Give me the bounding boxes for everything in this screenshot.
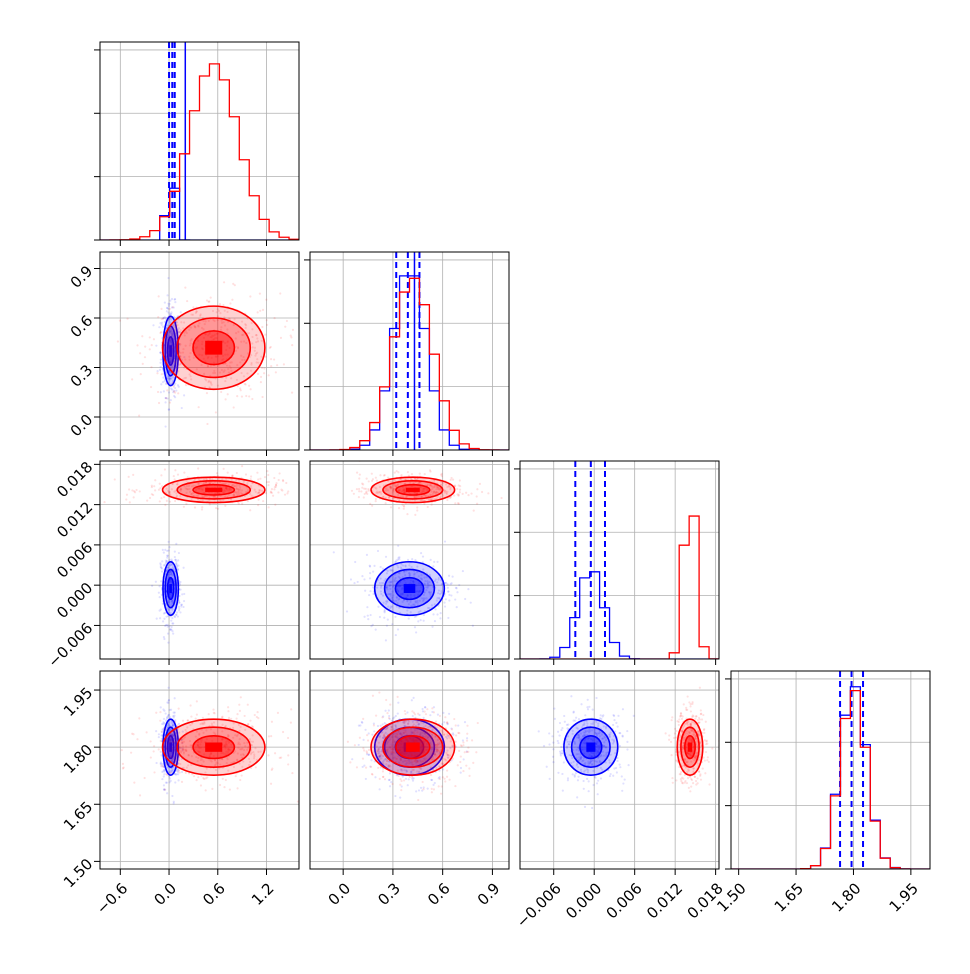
xtick-label-2-1: 0.000: [562, 879, 605, 922]
ytick-label-2-3: 0.012: [53, 498, 96, 541]
ytick-label-1-2: 0.6: [67, 312, 97, 342]
hist-red-3: [731, 691, 930, 869]
panel-3-1-area: [310, 671, 509, 869]
panel-3-2-area: [520, 671, 720, 869]
density-peak-red-3-2: [688, 742, 692, 751]
ytick-label-2-4: 0.018: [53, 458, 96, 501]
density-peak-red-3-0: [205, 742, 222, 751]
panel-0-0: [94, 42, 299, 246]
panel-frame-0-0: [100, 42, 299, 240]
panel-3-1: 0.0 0.3 0.6 0.9: [310, 671, 509, 909]
density-peak-red-2-0: [205, 488, 222, 492]
xtick-label-0-3: 1.2: [248, 879, 278, 909]
panel-2-2-area: [520, 461, 719, 659]
ytick-label-2-2: 0.006: [53, 539, 96, 582]
xtick-label-1-3: 0.9: [474, 879, 504, 909]
ytick-label-2-1: 0.000: [53, 579, 96, 622]
xtick-label-0-0: −0.6: [93, 879, 131, 917]
xtick-label-3-1: 1.65: [771, 879, 807, 915]
ytick-label-1-0: 0.0: [67, 411, 97, 441]
xtick-label-1-0: 0.0: [325, 879, 355, 909]
xtick-label-0-1: 0.0: [151, 879, 181, 909]
ytick-label-1-3: 0.9: [67, 262, 97, 292]
ytick-label-3-0: 1.50: [60, 855, 96, 891]
xtick-label-1-2: 0.6: [424, 879, 454, 909]
xtick-label-2-3: 0.012: [643, 879, 686, 922]
panel-1-0-area: [100, 252, 319, 456]
hist-red-2: [520, 516, 719, 659]
ytick-label-3-3: 1.95: [60, 684, 96, 720]
hist-red-0: [100, 64, 299, 240]
panel-1-1-area: [310, 252, 509, 450]
hist-blue-2: [520, 572, 719, 659]
panel-2-1-area: [310, 460, 509, 659]
hist-red-1: [310, 278, 509, 450]
ytick-label-1-1: 0.3: [67, 361, 97, 391]
panel-3-0: 1.50 1.65 1.80 1.95 −0.6 0.0 0.6 1.2: [60, 671, 356, 918]
density-peak-blue-3-2: [586, 742, 595, 751]
panel-3-0-area: [100, 671, 356, 869]
xtick-label-0-2: 0.6: [199, 879, 229, 909]
xtick-label-2-0: −0.006: [513, 879, 565, 931]
density-peak-red-2-1: [406, 488, 420, 492]
ytick-label-3-1: 1.65: [60, 798, 96, 834]
density-peak-red-3-1: [406, 742, 420, 751]
panel-2-1: [310, 460, 509, 665]
panel-1-0: 0.0 0.3 0.6 0.9: [67, 252, 319, 456]
ytick-label-2-0: −0.006: [44, 619, 96, 671]
panel-3-3-area: [731, 671, 930, 869]
density-peak-blue-2-0: [169, 584, 172, 593]
panel-1-1: [304, 252, 509, 456]
xtick-label-1-1: 0.3: [374, 879, 404, 909]
density-peak-blue-2-1: [404, 584, 416, 593]
xtick-label-2-2: 0.006: [603, 879, 646, 922]
xtick-label-3-3: 1.95: [886, 879, 922, 915]
xtick-label-3-2: 1.80: [828, 879, 864, 915]
panel-2-0-area: [100, 461, 312, 659]
panel-0-0-area: [100, 42, 299, 240]
panel-2-2: [514, 461, 719, 665]
panel-frame-2-2: [520, 461, 719, 659]
ytick-label-3-2: 1.80: [60, 741, 96, 777]
hist-blue-1: [310, 276, 509, 450]
density-peak-red-1-0: [205, 341, 222, 355]
